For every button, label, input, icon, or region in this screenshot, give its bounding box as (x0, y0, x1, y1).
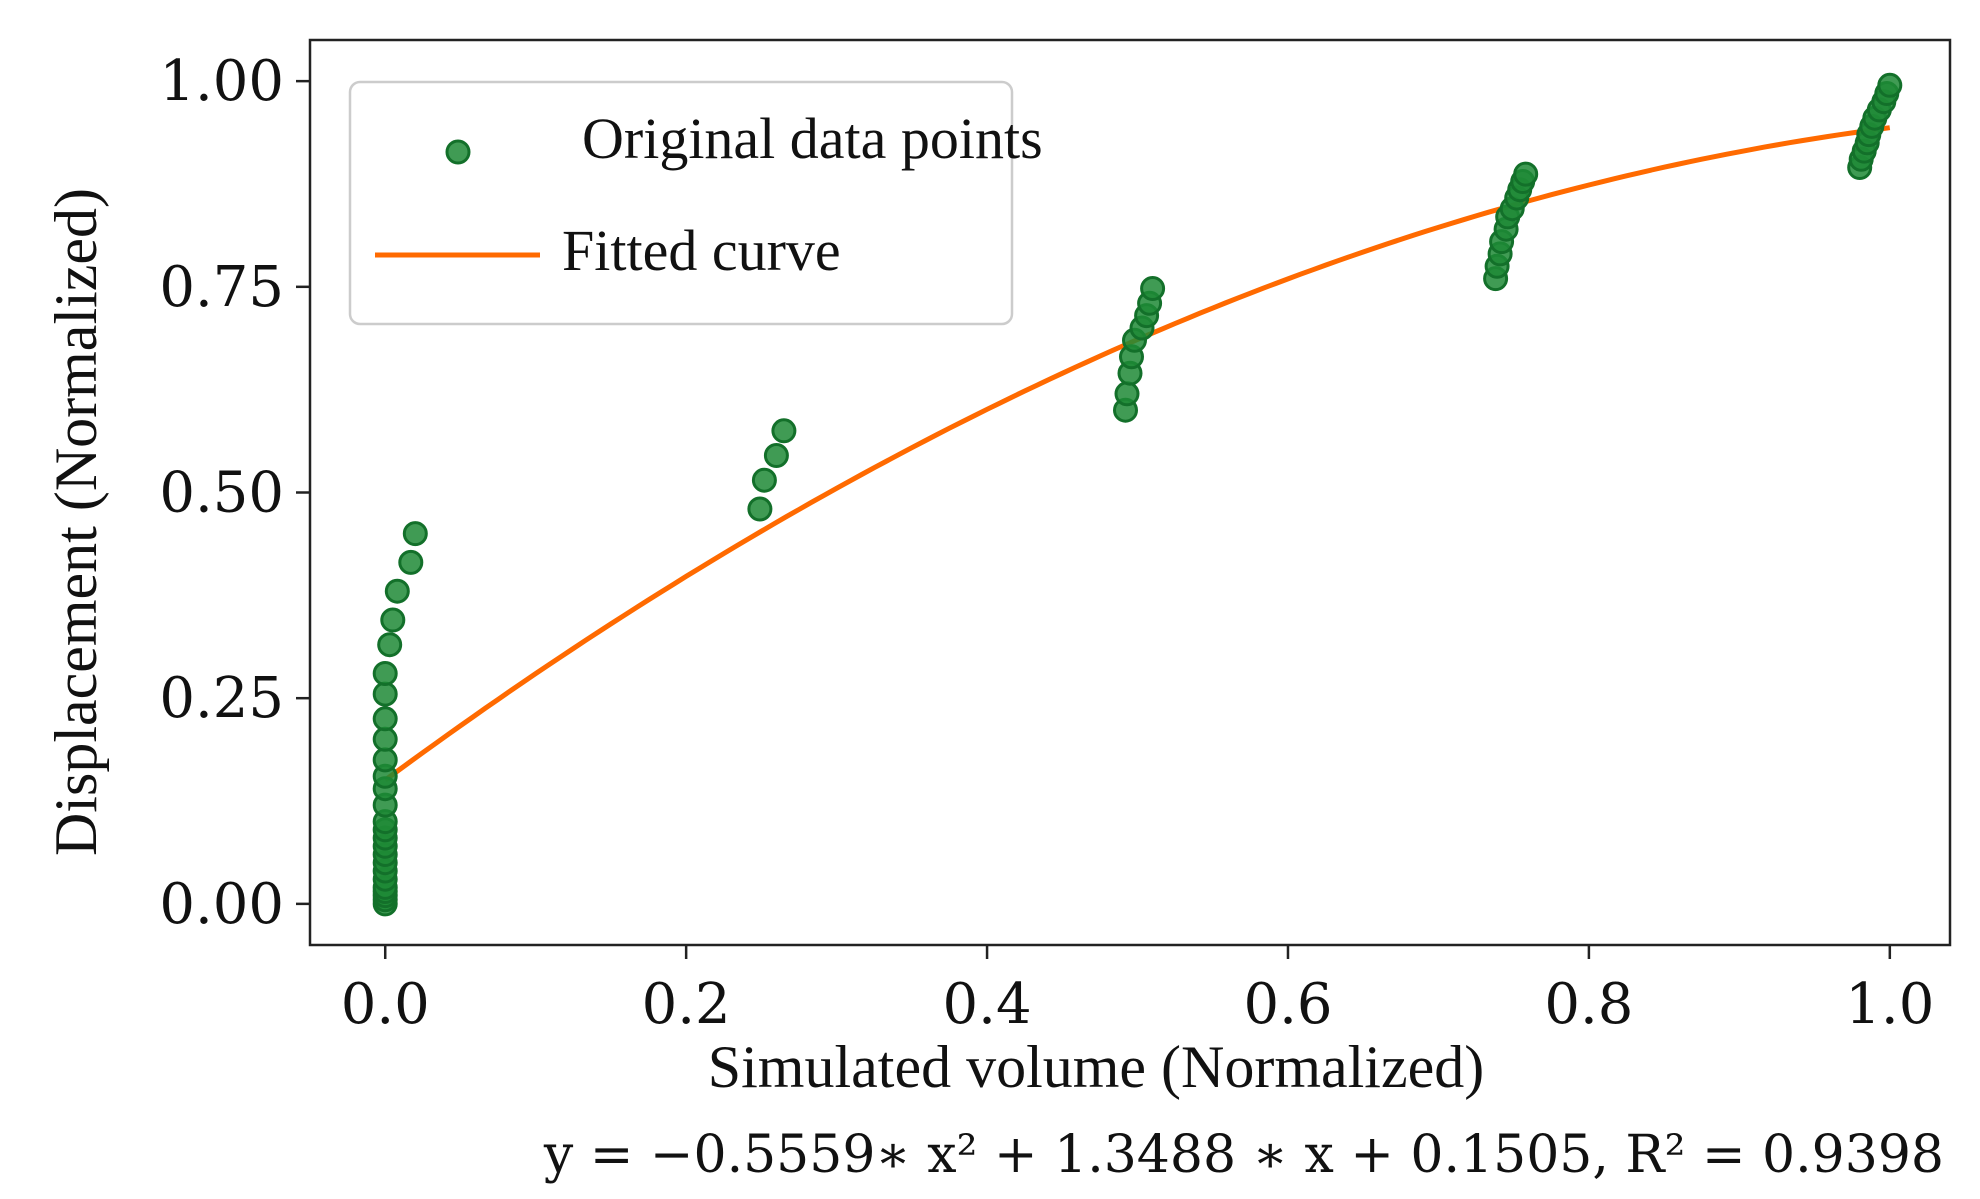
data-point (380, 607, 406, 633)
y-axis-title: Displacement (Normalized) (43, 188, 109, 856)
y-tick-label: 0.75 (159, 255, 284, 320)
data-point (763, 443, 789, 468)
x-tick-label: 0.4 (943, 972, 1032, 1037)
data-point (751, 467, 777, 493)
x-tick-label: 0.2 (642, 972, 731, 1037)
y-axis: 0.00 0.25 0.50 0.75 1.00 (159, 49, 310, 937)
data-point (1140, 276, 1166, 301)
data-point (402, 521, 428, 547)
data-point (1877, 72, 1903, 98)
y-tick-label: 0.50 (159, 461, 284, 526)
data-point (747, 496, 773, 522)
series-layer (372, 72, 1903, 917)
x-tick-label: 0.8 (1544, 972, 1633, 1037)
data-point (1513, 161, 1539, 187)
x-tick-label: 0.0 (341, 972, 430, 1037)
x-axis: 0.0 0.2 0.4 0.6 0.8 1.0 (341, 945, 1934, 1037)
data-point (1114, 381, 1140, 407)
y-tick-label: 0.00 (159, 872, 284, 937)
legend-marker-scatter (445, 139, 471, 165)
data-point (372, 706, 398, 732)
y-tick-label: 1.00 (159, 49, 284, 114)
data-point (771, 418, 797, 444)
legend-label-fitted-curve: Fitted curve (562, 218, 841, 283)
fit-equation: y = −0.5559∗ x² + 1.3488 ∗ x + 0.1505, R… (543, 1125, 1944, 1185)
data-point (372, 681, 398, 707)
data-point (372, 747, 398, 773)
x-axis-title: Simulated volume (Normalized) (708, 1034, 1484, 1100)
x-tick-label: 1.0 (1845, 972, 1934, 1037)
legend-label-original-data: Original data points (582, 106, 1043, 171)
data-point (372, 661, 398, 686)
data-point (384, 578, 410, 604)
legend: Original data points Fitted curve (348, 80, 1043, 326)
legend-box (348, 80, 1014, 326)
x-tick-label: 0.6 (1243, 972, 1332, 1037)
data-point (398, 549, 424, 575)
y-tick-label: 0.25 (159, 666, 284, 731)
data-point (372, 726, 398, 752)
data-point (377, 632, 403, 658)
